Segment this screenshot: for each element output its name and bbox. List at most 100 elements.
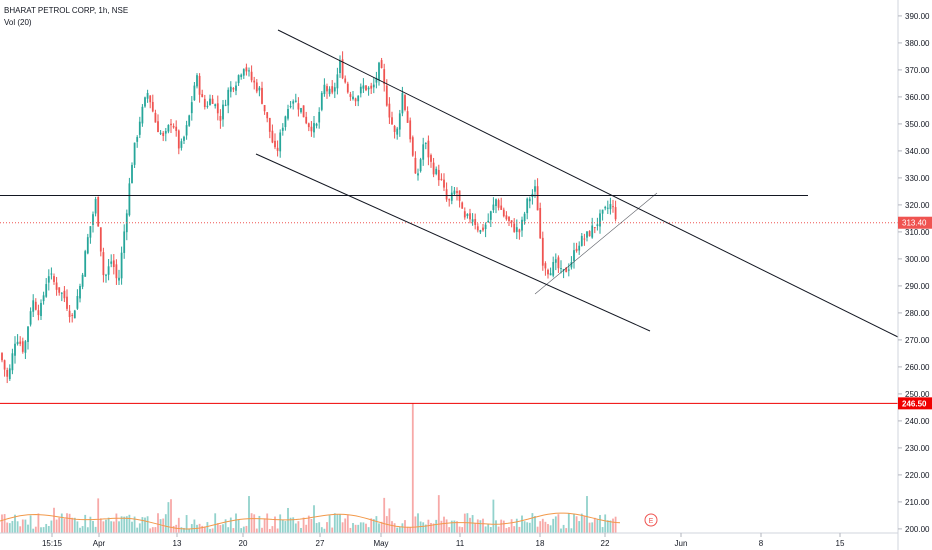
volume-bar: [346, 514, 349, 533]
candle-body: [372, 84, 375, 88]
candle-body: [609, 204, 612, 210]
price-axis[interactable]: 200.00 210.00 220.00 230.00 240.00 250.00 260.…: [897, 0, 932, 550]
symbol-legend[interactable]: BHARAT PETROL CORP, 1h, NSE: [4, 6, 129, 15]
volume-bar: [250, 513, 253, 533]
candle-body: [287, 108, 289, 119]
volume-bar: [372, 519, 375, 533]
price-tick-label: 230.00: [905, 444, 930, 453]
volume-moving-average: [0, 512, 621, 530]
candle-body: [466, 213, 469, 217]
time-axis[interactable]: 15:15 Apr 13 20 27 May 11 18 22 Jun 8 15: [0, 532, 898, 548]
volume-bar: [248, 496, 250, 533]
candle-body: [110, 261, 113, 264]
candle-body: [253, 80, 256, 83]
candle-body: [112, 260, 115, 268]
candle-body: [505, 215, 508, 220]
channel-lower-line: [255, 153, 651, 332]
candle-body: [313, 123, 315, 133]
volume-bar: [42, 527, 45, 533]
candle-body: [141, 106, 144, 124]
candle-body: [437, 169, 440, 181]
candle-body: [588, 231, 591, 237]
volume-bar: [219, 525, 222, 533]
volume-bar: [518, 526, 521, 533]
event-markers[interactable]: E: [644, 513, 658, 527]
volume-bar: [331, 527, 334, 533]
candle-body: [157, 121, 159, 132]
candle-body: [359, 86, 362, 94]
volume-bar: [302, 517, 305, 533]
volume-bar: [229, 517, 232, 533]
volume-bar: [411, 403, 414, 533]
volume-bar: [201, 525, 204, 533]
candle-body: [123, 231, 126, 253]
volume-bar: [562, 524, 565, 533]
volume-bar: [73, 517, 76, 533]
candle-body: [398, 113, 401, 130]
volume-bar: [536, 526, 539, 533]
volume-bar: [86, 527, 89, 533]
volume-bar: [515, 518, 518, 533]
candle-body: [102, 252, 105, 276]
volume-bar: [71, 517, 74, 533]
volume-bar: [120, 516, 123, 533]
volume-bar: [294, 523, 297, 533]
candle-body: [89, 226, 92, 238]
volume-bar: [422, 522, 425, 533]
price-tick-label: 300.00: [905, 255, 930, 264]
candle-body: [211, 98, 214, 104]
volume-bar: [497, 526, 500, 533]
volume-bar: [362, 522, 365, 533]
candle-body: [274, 140, 276, 148]
candle-body: [118, 277, 120, 281]
volume-bar: [183, 527, 185, 533]
volume-bar: [359, 522, 362, 533]
volume-bar: [94, 526, 97, 533]
price-tick-label: 350.00: [905, 120, 930, 129]
volume-bar: [328, 515, 331, 533]
candle-body: [40, 302, 42, 317]
volume-bar: [211, 528, 214, 533]
volume-bar: [354, 524, 357, 533]
candle-body: [11, 353, 14, 371]
volume-bar: [417, 513, 419, 533]
volume-bar: [266, 513, 269, 533]
volume-bar: [289, 517, 292, 533]
volume-bar: [50, 520, 53, 533]
volume-legend[interactable]: Vol (20): [4, 18, 32, 27]
price-tick-label: 340.00: [905, 147, 930, 156]
candle-body: [222, 104, 224, 120]
volume-bar: [206, 522, 209, 533]
candle-body: [73, 310, 76, 319]
candle-body: [315, 123, 318, 126]
volume-bar: [313, 505, 315, 533]
candle-body: [170, 123, 172, 126]
volume-bar: [175, 524, 178, 533]
candle-body: [261, 87, 263, 104]
candle-body: [393, 126, 396, 132]
candle-body: [63, 290, 66, 299]
candle-body: [198, 75, 201, 95]
volume-bar: [604, 514, 607, 533]
volume-bar: [76, 521, 79, 533]
volume-bar: [591, 522, 594, 533]
price-tick-label: 220.00: [905, 471, 930, 480]
candle-body: [172, 125, 175, 128]
volume-bar: [216, 523, 219, 533]
earnings-icon[interactable]: [644, 513, 658, 527]
volume-bar: [427, 519, 430, 533]
volume-bar: [8, 523, 11, 533]
volume-bar: [370, 518, 373, 533]
candle-body: [266, 112, 269, 119]
candle-body: [492, 204, 495, 211]
candle-body: [367, 87, 370, 90]
volume-bar: [375, 516, 378, 533]
time-tick-label: 18: [536, 539, 545, 548]
drawing-tools-layer[interactable]: [0, 29, 899, 404]
earnings-label: E: [649, 518, 654, 525]
volume-bar: [474, 522, 477, 533]
candle-body: [151, 101, 154, 112]
candle-body: [94, 199, 97, 214]
volume-bar: [3, 514, 6, 533]
